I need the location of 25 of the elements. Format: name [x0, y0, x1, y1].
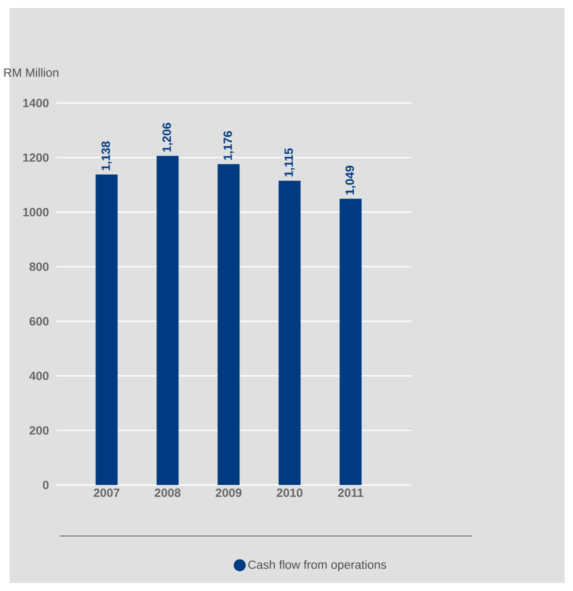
y-tick-label: 1400	[23, 98, 49, 108]
data-label: 1,176	[224, 131, 234, 160]
bar	[340, 198, 362, 485]
x-tick-label: 2010	[276, 488, 303, 497]
y-tick-label: 1200	[23, 153, 49, 162]
bar	[156, 156, 179, 485]
y-tick-label: 1000	[23, 208, 49, 216]
bar	[96, 174, 118, 485]
bar	[218, 164, 240, 485]
legend-label: Cash flow from operations	[248, 560, 386, 572]
data-label: 1,206	[162, 122, 173, 152]
x-tick-label: 2011	[338, 488, 364, 497]
y-tick-label: 800	[30, 262, 49, 271]
data-label: 1,049	[346, 166, 356, 194]
data-label: 1,115	[284, 148, 295, 176]
y-tick-label: 600	[30, 317, 49, 326]
y-tick-label: 0	[43, 480, 49, 490]
y-tick-label: 400	[30, 372, 49, 380]
bar	[278, 180, 301, 485]
data-label: 1,138	[102, 141, 112, 170]
y-tick-label: 200	[30, 426, 49, 435]
x-tick-label: 2007	[94, 488, 120, 497]
y-axis-title: RM Million	[4, 68, 59, 77]
x-tick-label: 2009	[216, 488, 242, 497]
x-tick-label: 2008	[154, 488, 181, 497]
